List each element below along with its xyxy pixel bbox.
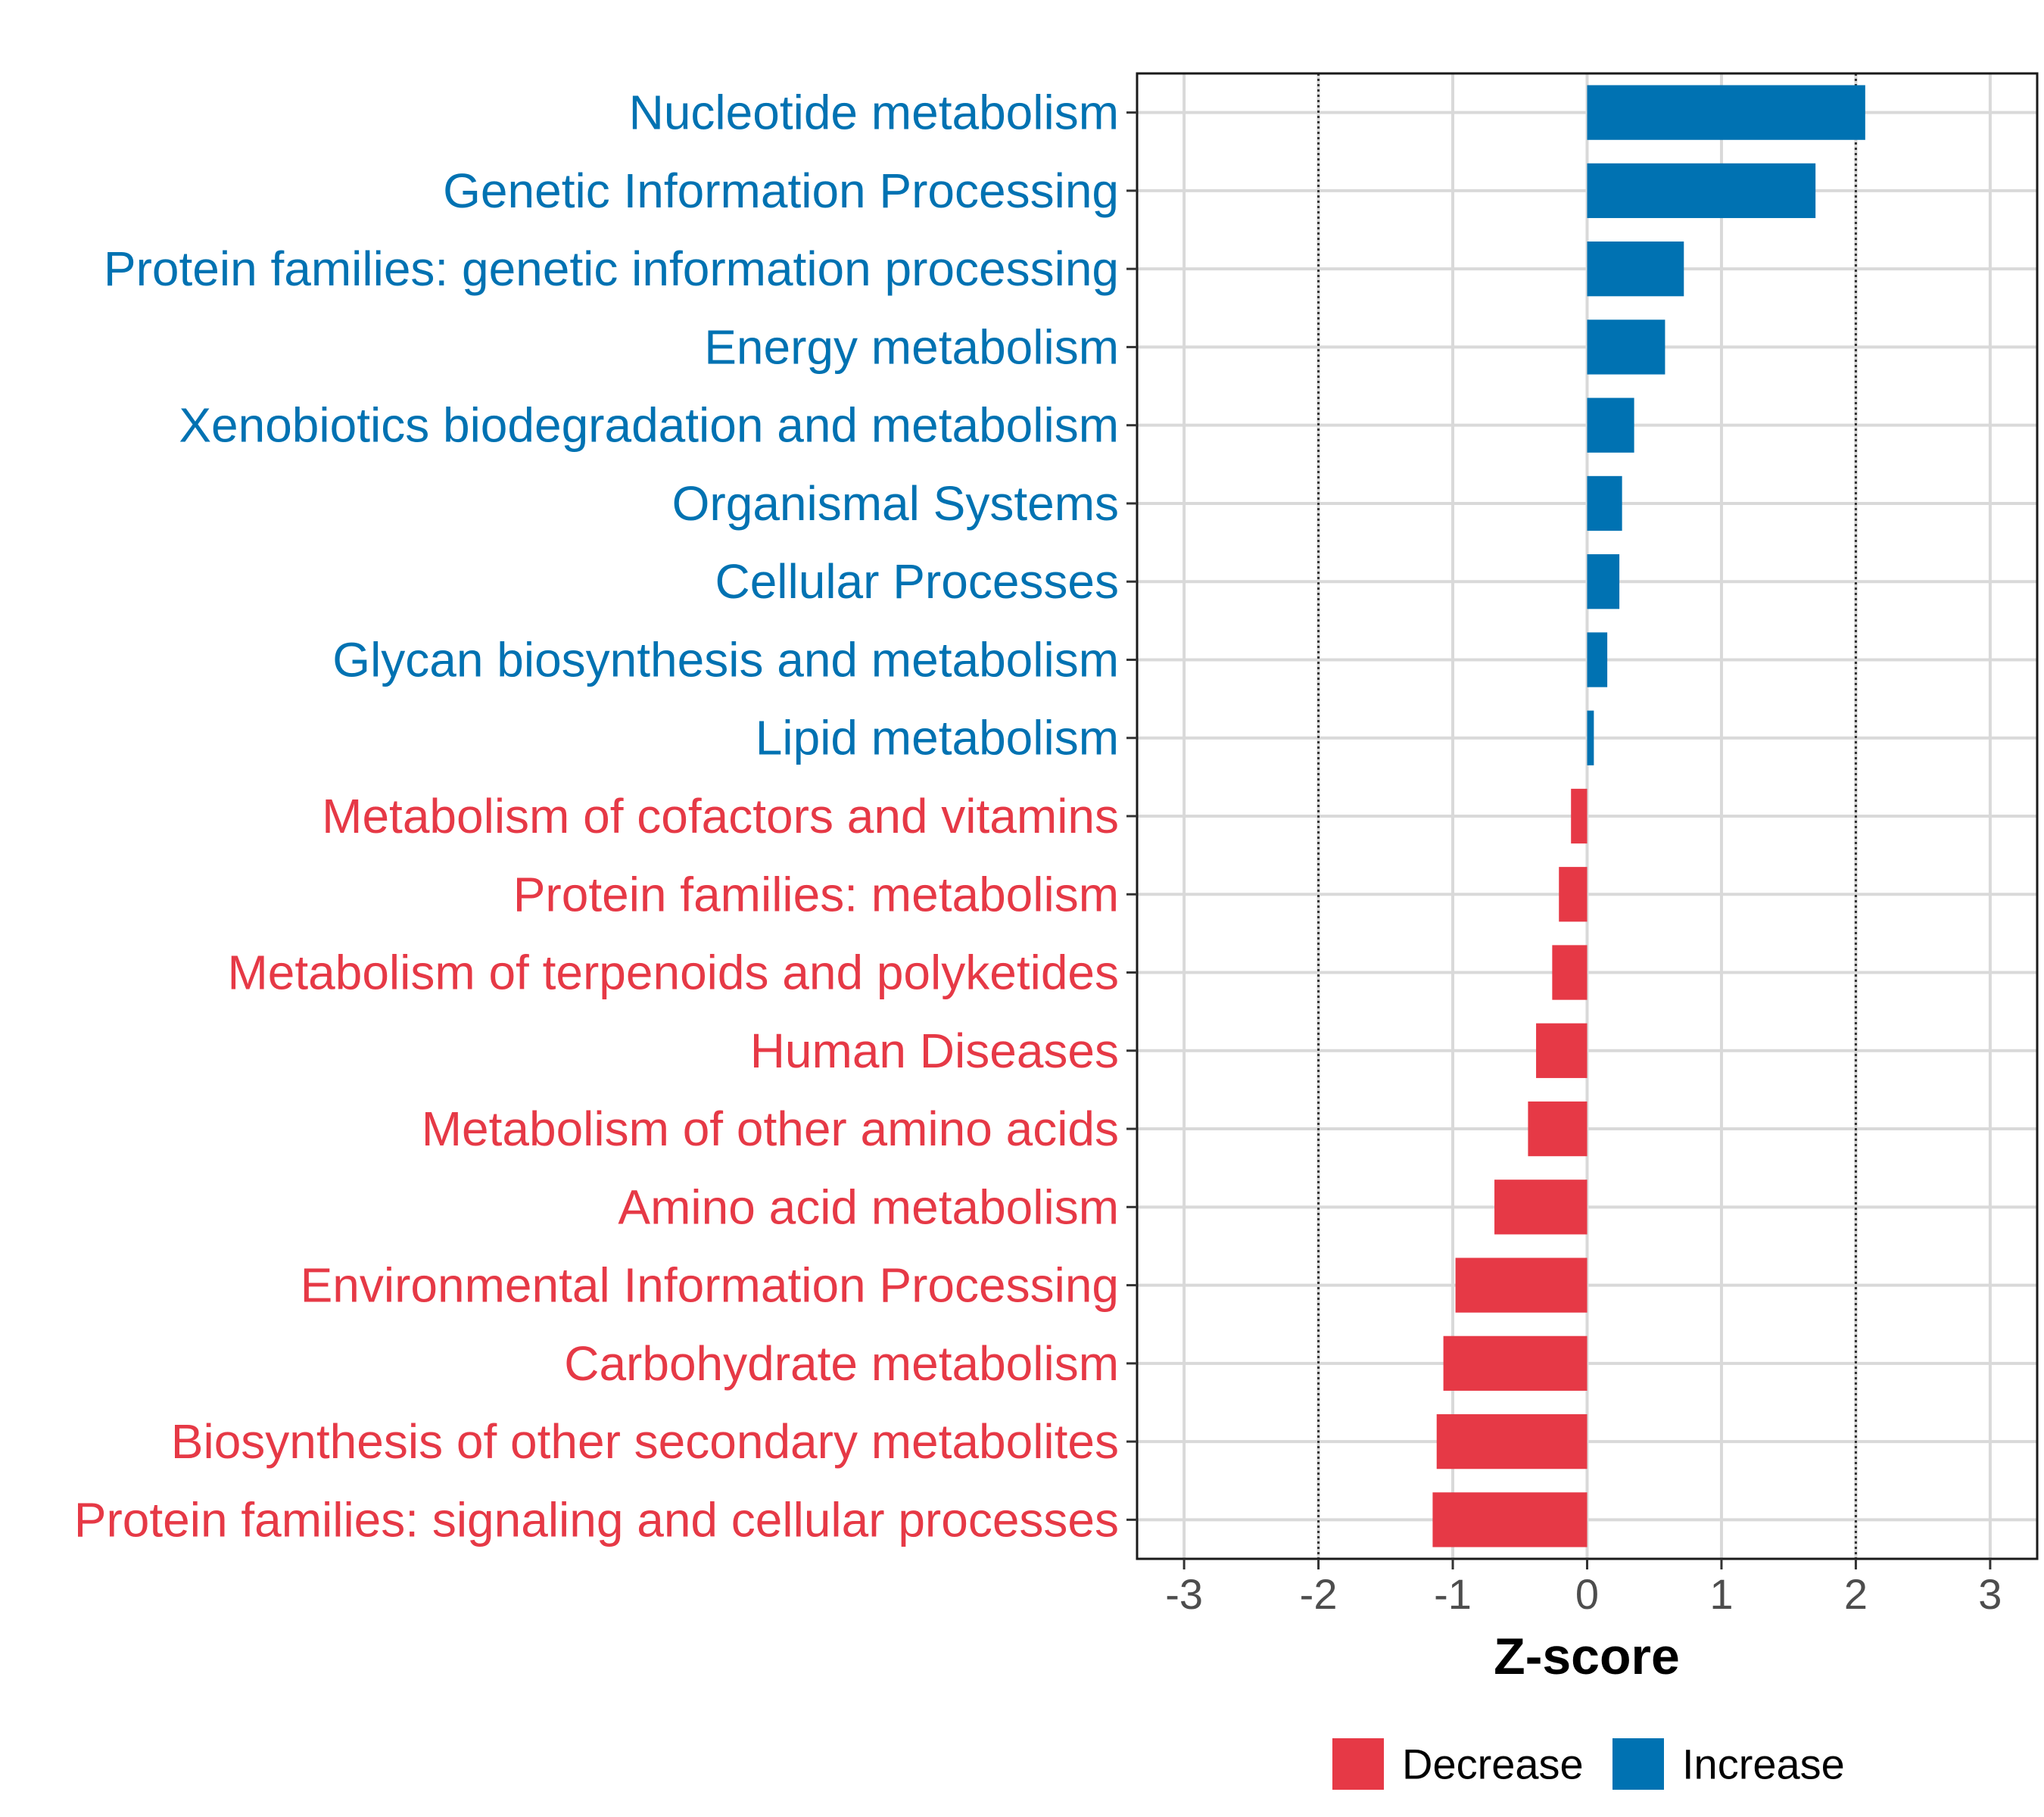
legend-label-increase: Increase <box>1682 1741 1845 1788</box>
bars <box>1432 85 1865 1547</box>
x-tick-label: 2 <box>1844 1570 1868 1618</box>
bar <box>1587 632 1608 687</box>
category-label: Metabolism of cofactors and vitamins <box>322 789 1119 843</box>
category-label: Metabolism of other amino acids <box>422 1102 1119 1156</box>
bar <box>1587 319 1665 375</box>
x-tick-label: -1 <box>1434 1570 1472 1618</box>
bar <box>1587 710 1594 765</box>
category-label: Organismal Systems <box>672 476 1119 531</box>
bar <box>1455 1258 1588 1313</box>
category-label: Amino acid metabolism <box>618 1180 1119 1234</box>
legend-swatch-increase <box>1612 1738 1664 1790</box>
legend: Decrease Increase <box>1332 1738 1845 1790</box>
x-tick-label: 1 <box>1709 1570 1733 1618</box>
category-label: Biosynthesis of other secondary metaboli… <box>171 1414 1119 1469</box>
bar <box>1587 242 1684 297</box>
bar <box>1571 788 1588 844</box>
category-label: Protein families: genetic information pr… <box>104 242 1119 296</box>
bar <box>1587 397 1634 453</box>
bar <box>1587 475 1622 531</box>
x-tick-label: -2 <box>1300 1570 1338 1618</box>
bar <box>1536 1023 1588 1078</box>
y-axis-ticks: Nucleotide metabolism Genetic Information… <box>74 86 1137 1547</box>
reference-lines <box>1317 73 1857 1559</box>
legend-swatch-decrease <box>1332 1738 1384 1790</box>
category-label: Carbohydrate metabolism <box>564 1336 1119 1391</box>
category-label: Metabolism of terpenoids and polyketides <box>227 946 1119 1000</box>
x-axis-title: Z-score <box>1494 1628 1680 1685</box>
bar <box>1587 85 1865 140</box>
x-tick-label: 3 <box>1978 1570 2002 1618</box>
category-label: Genetic Information Processing <box>443 164 1119 218</box>
category-label: Protein families: metabolism <box>513 867 1119 921</box>
category-label: Cellular Processes <box>715 554 1119 609</box>
category-label: Lipid metabolism <box>756 711 1119 765</box>
x-tick-label: 0 <box>1575 1570 1599 1618</box>
x-axis-ticks: -3 -2 -1 0 1 2 3 <box>1165 1559 2002 1618</box>
category-label: Glycan biosynthesis and metabolism <box>332 632 1119 687</box>
category-label: Protein families: signaling and cellular… <box>74 1492 1119 1547</box>
category-label: Environmental Information Processing <box>301 1258 1119 1313</box>
bar <box>1587 163 1816 219</box>
x-tick-label: -3 <box>1165 1570 1203 1618</box>
bar <box>1552 945 1588 1000</box>
bar <box>1443 1335 1588 1391</box>
category-label: Nucleotide metabolism <box>629 86 1119 140</box>
category-label: Human Diseases <box>750 1024 1119 1078</box>
bar <box>1559 867 1588 922</box>
category-label: Energy metabolism <box>704 319 1119 374</box>
bar <box>1528 1101 1588 1157</box>
bar <box>1587 554 1620 609</box>
legend-label-decrease: Decrease <box>1402 1741 1584 1788</box>
bar <box>1432 1492 1588 1547</box>
category-label: Xenobiotics biodegradation and metabolis… <box>179 398 1119 453</box>
bar <box>1494 1180 1588 1235</box>
bar <box>1436 1413 1588 1469</box>
